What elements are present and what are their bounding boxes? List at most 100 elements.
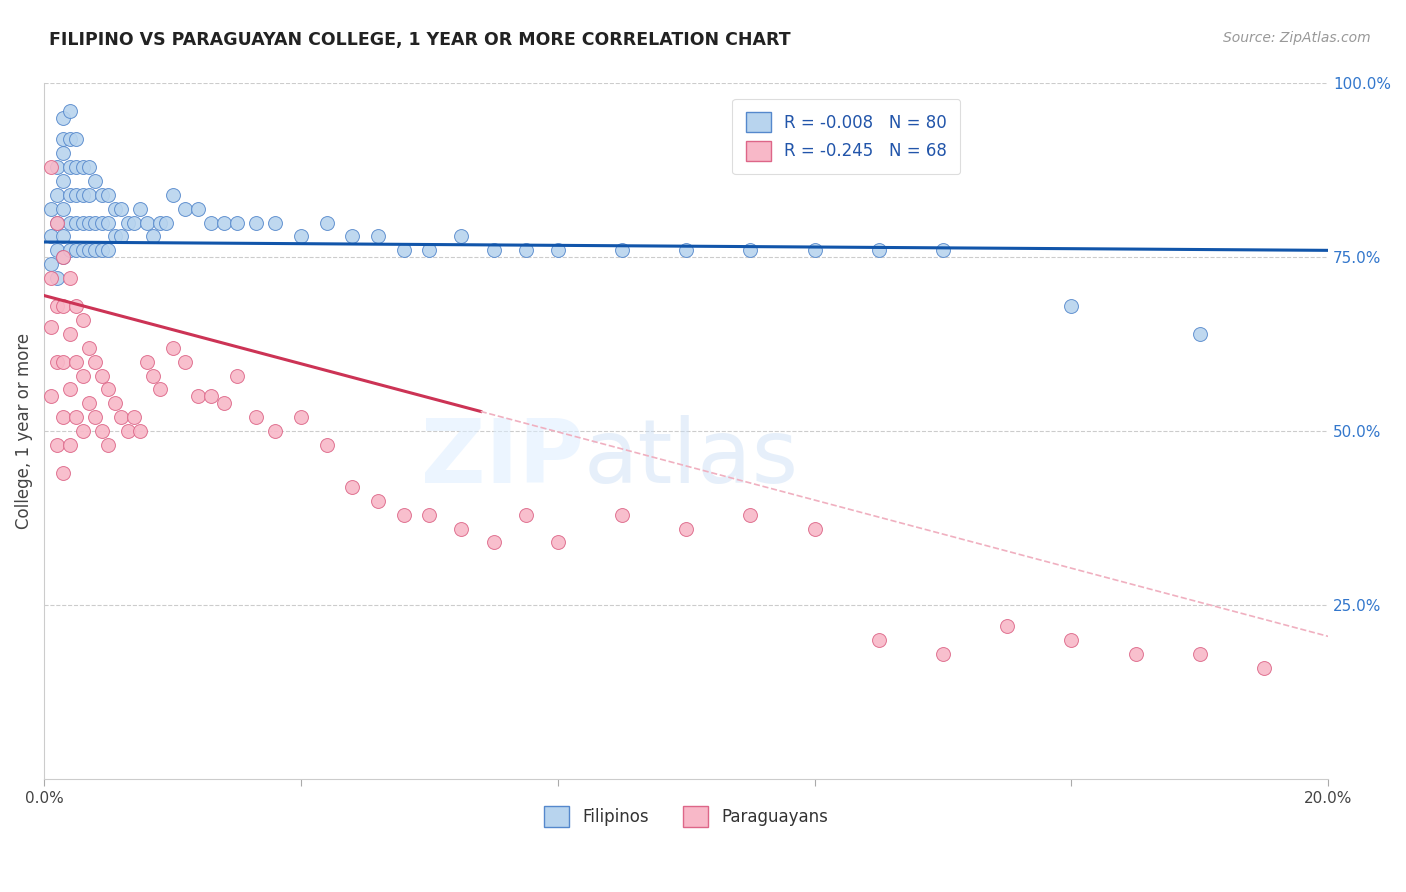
Point xyxy=(52,466,75,480)
Point xyxy=(547,535,569,549)
Point xyxy=(174,354,197,368)
Point xyxy=(52,132,75,146)
Point xyxy=(149,383,172,397)
Point xyxy=(52,229,75,244)
Point xyxy=(65,410,87,425)
Point xyxy=(97,187,120,202)
Point xyxy=(932,647,955,661)
Point xyxy=(52,202,75,216)
Point xyxy=(72,368,94,383)
Point xyxy=(84,215,107,229)
Point xyxy=(155,215,177,229)
Point xyxy=(868,244,890,258)
Point xyxy=(72,160,94,174)
Point xyxy=(110,202,132,216)
Point xyxy=(200,215,222,229)
Point xyxy=(110,410,132,425)
Point xyxy=(39,257,62,271)
Point xyxy=(174,202,197,216)
Point xyxy=(450,522,472,536)
Point xyxy=(90,368,112,383)
Point xyxy=(142,229,165,244)
Point xyxy=(65,187,87,202)
Point xyxy=(46,354,69,368)
Point xyxy=(65,215,87,229)
Point xyxy=(104,229,127,244)
Point xyxy=(740,244,762,258)
Point xyxy=(1253,660,1275,674)
Point xyxy=(97,244,120,258)
Point xyxy=(290,410,312,425)
Point xyxy=(264,215,287,229)
Point xyxy=(200,389,222,403)
Point xyxy=(72,424,94,438)
Point xyxy=(418,508,440,522)
Point xyxy=(77,341,100,355)
Point xyxy=(59,160,82,174)
Point xyxy=(39,389,62,403)
Text: Source: ZipAtlas.com: Source: ZipAtlas.com xyxy=(1223,31,1371,45)
Point xyxy=(932,244,955,258)
Text: ZIP: ZIP xyxy=(420,416,583,502)
Point xyxy=(315,215,337,229)
Point xyxy=(59,383,82,397)
Point xyxy=(52,354,75,368)
Point xyxy=(59,104,82,119)
Point xyxy=(740,508,762,522)
Point xyxy=(90,424,112,438)
Point xyxy=(117,424,139,438)
Point xyxy=(46,215,69,229)
Point xyxy=(135,354,157,368)
Legend: Filipinos, Paraguayans: Filipinos, Paraguayans xyxy=(537,799,835,833)
Point xyxy=(52,250,75,264)
Point xyxy=(482,244,505,258)
Point xyxy=(77,215,100,229)
Point xyxy=(392,244,415,258)
Point xyxy=(46,299,69,313)
Point xyxy=(212,215,235,229)
Point xyxy=(547,244,569,258)
Point xyxy=(129,424,152,438)
Point xyxy=(46,187,69,202)
Point xyxy=(187,202,209,216)
Point xyxy=(117,215,139,229)
Point xyxy=(84,354,107,368)
Point xyxy=(59,132,82,146)
Point xyxy=(515,508,537,522)
Point xyxy=(122,410,145,425)
Point xyxy=(1125,647,1147,661)
Point xyxy=(46,438,69,452)
Point xyxy=(868,632,890,647)
Point xyxy=(1060,632,1083,647)
Point xyxy=(104,396,127,410)
Point xyxy=(65,354,87,368)
Point xyxy=(72,244,94,258)
Point xyxy=(610,508,633,522)
Point xyxy=(46,271,69,285)
Point xyxy=(675,244,697,258)
Point xyxy=(65,244,87,258)
Point xyxy=(162,341,184,355)
Point xyxy=(149,215,172,229)
Point xyxy=(46,160,69,174)
Point xyxy=(59,271,82,285)
Point xyxy=(84,410,107,425)
Point xyxy=(515,244,537,258)
Point xyxy=(342,480,364,494)
Point xyxy=(97,215,120,229)
Point xyxy=(52,299,75,313)
Point xyxy=(110,229,132,244)
Point xyxy=(367,229,389,244)
Point xyxy=(342,229,364,244)
Point xyxy=(290,229,312,244)
Point xyxy=(65,132,87,146)
Point xyxy=(135,215,157,229)
Point xyxy=(225,368,247,383)
Point xyxy=(450,229,472,244)
Point xyxy=(97,383,120,397)
Point xyxy=(65,299,87,313)
Point xyxy=(264,424,287,438)
Point xyxy=(245,410,267,425)
Point xyxy=(1188,647,1211,661)
Point xyxy=(46,244,69,258)
